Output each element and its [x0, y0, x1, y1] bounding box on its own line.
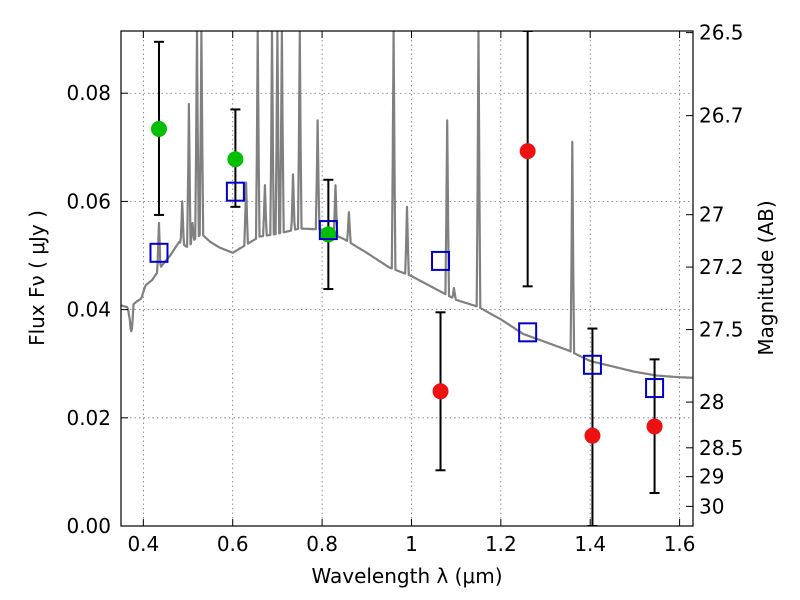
model-photometry-square — [518, 322, 538, 343]
red-data-point — [519, 143, 536, 160]
magnitude-tick-label: 26.5 — [699, 21, 744, 45]
magnitude-axis-title: Magnitude (AB) — [754, 200, 778, 355]
model-photometry-square — [431, 250, 451, 271]
x-tick-label: 1 — [405, 532, 418, 556]
model-photometry-square — [318, 220, 338, 241]
magnitude-tick-label: 27.2 — [699, 255, 744, 279]
y-tick-label: 0.04 — [66, 298, 111, 322]
markers — [149, 120, 665, 444]
red-data-point — [432, 383, 449, 400]
grid — [121, 31, 693, 527]
model-spectrum — [121, 31, 693, 379]
x-tick-label: 1.6 — [664, 532, 696, 556]
magnitude-tick-label: 29 — [699, 465, 724, 489]
y-tick-label: 0.08 — [66, 81, 111, 105]
magnitude-tick-label: 27 — [699, 203, 724, 227]
x-tick-label: 0.6 — [217, 532, 249, 556]
model-photometry-square — [582, 354, 602, 375]
model-photometry-square — [225, 181, 245, 202]
model-spectrum-line — [121, 31, 693, 379]
magnitude-tick-label: 28 — [699, 390, 724, 414]
magnitude-tick-label: 28.5 — [699, 436, 744, 460]
y-tick-label: 0.06 — [66, 189, 111, 213]
y-axis-title: Flux Fν ( μJy ) — [25, 210, 49, 346]
y-tick-label: 0.02 — [66, 406, 111, 430]
green-data-point — [227, 151, 244, 168]
y-tick-label: 0.00 — [66, 514, 111, 538]
magnitude-tick-label: 27.5 — [699, 318, 744, 342]
magnitude-tick-label: 30 — [699, 494, 724, 518]
model-photometry-square — [149, 242, 169, 263]
x-axis-title: Wavelength λ (μm) — [311, 564, 502, 588]
magnitude-tick-label: 26.7 — [699, 104, 744, 128]
x-tick-label: 0.8 — [306, 532, 338, 556]
axis-ticks: 0.4 0.6 0.8 1 1.2 1.4 1.6 0.00 0.02 0.04 0.06 0.08 2… — [66, 21, 743, 556]
red-data-point — [584, 427, 601, 444]
x-tick-label: 0.4 — [127, 532, 159, 556]
green-data-point — [150, 120, 167, 137]
model-photometry-square — [645, 378, 665, 399]
red-data-point — [646, 418, 663, 435]
x-tick-label: 1.4 — [574, 532, 606, 556]
plot-frame — [120, 30, 694, 527]
x-tick-label: 1.2 — [485, 532, 517, 556]
